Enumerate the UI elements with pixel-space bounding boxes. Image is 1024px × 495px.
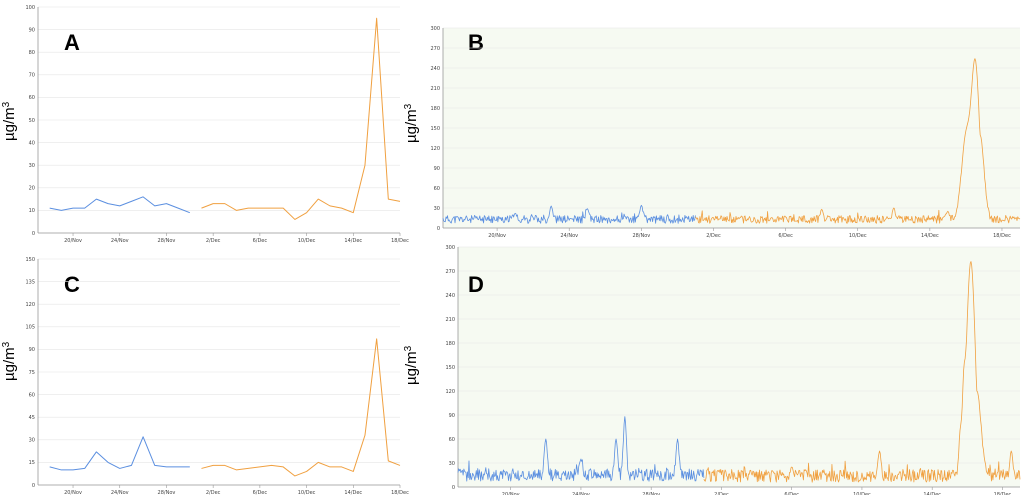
- panel-c-letter: C: [64, 272, 80, 297]
- panel-b-y-tick-label: 180: [430, 106, 440, 112]
- panel-c-x-tick-label: 28/Nov: [158, 490, 176, 495]
- panel-a-ylabel: µg/m3: [1, 101, 18, 141]
- panel-a-x-tick-label: 28/Nov: [158, 238, 176, 244]
- panel-d-y-tick-label: 60: [449, 437, 455, 443]
- panel-c-y-tick-label: 45: [29, 415, 35, 421]
- panel-b-x-tick-label: 20/Nov: [488, 233, 506, 239]
- panel-d-x-tick-label: 24/Nov: [572, 492, 590, 495]
- panel-a-y-tick-label: 90: [29, 27, 35, 33]
- panel-d-y-tick-label: 180: [445, 341, 455, 347]
- panel-c-y-tick-label: 60: [29, 392, 35, 398]
- panel-d-y-tick-label: 300: [445, 245, 455, 251]
- panel-c-ylabel: µg/m3: [1, 341, 18, 381]
- panel-c-y-tick-label: 135: [25, 279, 35, 285]
- panel-d-x-tick-label: 18/Dec: [994, 492, 1012, 495]
- panel-a-y-tick-label: 30: [29, 163, 35, 169]
- panel-d-x-tick-label: 28/Nov: [642, 492, 660, 495]
- panel-b-x-tick-label: 18/Dec: [993, 233, 1011, 239]
- panel-a-x-tick-label: 20/Nov: [64, 238, 82, 244]
- panel-c-x-tick-label: 6/Dec: [253, 490, 268, 495]
- panel-b-x-tick-label: 28/Nov: [632, 233, 650, 239]
- panel-a-y-tick-label: 20: [29, 186, 35, 192]
- panel-a-y-tick-label: 10: [29, 208, 35, 214]
- panel-b-y-tick-label: 300: [430, 26, 440, 32]
- panel-b-x-tick-label: 24/Nov: [560, 233, 578, 239]
- panel-a-x-tick-label: 14/Dec: [344, 238, 362, 244]
- panel-d-y-tick-label: 0: [452, 485, 455, 491]
- panel-b-y-tick-label: 150: [430, 126, 440, 132]
- panel-d-y-tick-label: 210: [445, 317, 455, 323]
- panel-c-y-tick-label: 150: [25, 257, 35, 263]
- panel-c-x-tick-label: 2/Dec: [206, 490, 221, 495]
- panel-a-y-tick-label: 80: [29, 50, 35, 56]
- panel-b-x-tick-label: 6/Dec: [778, 233, 793, 239]
- panel-b-y-tick-label: 90: [434, 166, 440, 172]
- panel-d-y-tick-label: 30: [449, 461, 455, 467]
- panel-c-x-tick-label: 18/Dec: [391, 490, 409, 495]
- panel-d-x-tick-label: 10/Dec: [853, 492, 871, 495]
- panel-d-x-tick-label: 6/Dec: [784, 492, 799, 495]
- panel-a-x-tick-label: 24/Nov: [111, 238, 129, 244]
- panel-d-y-tick-label: 150: [445, 365, 455, 371]
- panel-a-y-tick-label: 0: [32, 231, 35, 237]
- panel-b-letter: B: [468, 30, 484, 55]
- panel-d-y-tick-label: 90: [449, 413, 455, 419]
- panel-a-letter: A: [64, 30, 80, 55]
- panel-b-chart: B µg/m3 0 30 60 90 120 150 180 210 240 270 300 20/N…: [403, 26, 1021, 239]
- panel-a-y-tick-label: 70: [29, 73, 35, 79]
- panel-c-x-tick-label: 10/Dec: [298, 490, 316, 495]
- panel-d-letter: D: [468, 272, 484, 297]
- panel-b-series-november-line: [442, 204, 696, 224]
- panel-d-y-tick-label: 120: [445, 389, 455, 395]
- panel-d-y-tick-label: 270: [445, 269, 455, 275]
- panel-b-y-tick-label: 210: [430, 86, 440, 92]
- panel-a-y-tick-label: 50: [29, 118, 35, 124]
- panel-d-y-tick-label: 240: [445, 293, 455, 299]
- panel-c-y-tick-label: 75: [29, 370, 35, 376]
- panel-c-chart: C µg/m3 0 15 30 45 60 75 90 105 120 135 150 20/Nov 2…: [1, 257, 409, 495]
- panel-d-ylabel: µg/m3: [403, 345, 420, 385]
- panel-b-ylabel: µg/m3: [403, 103, 420, 143]
- panel-a-x-tick-label: 2/Dec: [206, 238, 221, 244]
- panel-a-x-tick-label: 10/Dec: [298, 238, 316, 244]
- panel-d-x-tick-label: 2/Dec: [714, 492, 729, 495]
- panel-c-series-november-line: [49, 436, 190, 471]
- panel-a-x-tick-label: 18/Dec: [391, 238, 409, 244]
- panel-b-y-tick-label: 120: [430, 146, 440, 152]
- panel-d-chart: D µg/m3 0 30 60 90 120 150 180 210 240 270 300 20/N…: [403, 245, 1021, 495]
- panel-d-x-tick-label: 20/Nov: [502, 492, 520, 495]
- panel-d-series-december-line: [703, 261, 1021, 483]
- panel-c-y-tick-label: 30: [29, 438, 35, 444]
- panel-a-chart: A µg/m3 0 10 20 30 40 50 60 70 80 90 100 20/Nov 24/N…: [1, 5, 409, 244]
- panel-c-y-tick-label: 15: [29, 460, 35, 466]
- panel-c-series-december-line: [201, 338, 401, 477]
- panel-b-y-tick-label: 30: [434, 206, 440, 212]
- panel-b-x-tick-label: 14/Dec: [921, 233, 939, 239]
- panel-c-x-tick-label: 14/Dec: [344, 490, 362, 495]
- panel-a-x-tick-label: 6/Dec: [253, 238, 268, 244]
- panel-c-x-tick-label: 20/Nov: [64, 490, 82, 495]
- panel-b-series-december-line: [695, 58, 1021, 224]
- panel-b-y-tick-label: 60: [434, 186, 440, 192]
- panel-a-series-november-line: [49, 196, 190, 214]
- panel-c-x-tick-label: 24/Nov: [111, 490, 129, 495]
- panel-a-y-tick-label: 40: [29, 140, 35, 146]
- panel-b-x-tick-label: 10/Dec: [849, 233, 867, 239]
- panel-c-y-tick-label: 105: [25, 325, 35, 331]
- panel-b-y-tick-label: 270: [430, 46, 440, 52]
- panel-b-y-tick-label: 0: [437, 226, 440, 232]
- panel-b-y-tick-label: 240: [430, 66, 440, 72]
- panel-a-y-tick-label: 60: [29, 95, 35, 101]
- panel-a-y-tick-label: 100: [25, 5, 35, 11]
- panel-d-x-tick-label: 14/Dec: [923, 492, 941, 495]
- panel-b-x-tick-label: 2/Dec: [706, 233, 721, 239]
- panel-c-y-tick-label: 90: [29, 347, 35, 353]
- panel-c-y-tick-label: 120: [25, 302, 35, 308]
- panel-c-y-tick-label: 0: [32, 483, 35, 489]
- panel-a-series-december-line: [201, 17, 401, 220]
- panel-d-series-november-line: [457, 416, 705, 482]
